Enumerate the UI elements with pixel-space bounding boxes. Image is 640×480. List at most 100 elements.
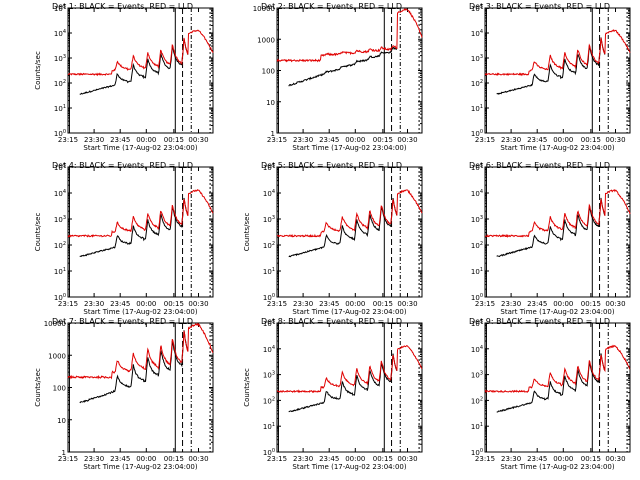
y-tick-label: 10000 xyxy=(253,5,275,13)
panel-title: Det 6: BLACK = Events, RED = LLD xyxy=(469,161,610,170)
y-tick-label: 103 xyxy=(263,215,275,224)
panel-title: Det 4: BLACK = Events, RED = LLD xyxy=(52,161,193,170)
plot-frame xyxy=(484,7,631,134)
y-tick-label: 101 xyxy=(471,104,483,113)
panel-det-2: Det 2: BLACK = Events, RED = LLD 1 10 100 10… xyxy=(253,2,423,152)
y-tick-label: 103 xyxy=(471,371,483,380)
x-tick-label: 00:15 xyxy=(373,455,393,463)
x-tick-label: 23:15 xyxy=(475,300,495,308)
x-axis-label: Start Time (17-Aug-02 23:04:00) xyxy=(500,463,614,471)
x-tick-label: 00:15 xyxy=(164,455,184,463)
y-tick-label: 101 xyxy=(471,422,483,431)
x-tick-label: 00:30 xyxy=(188,300,208,308)
y-tick-label: 102 xyxy=(471,241,483,250)
x-tick-label: 00:30 xyxy=(605,300,625,308)
x-tick-label: 23:45 xyxy=(319,455,339,463)
y-tick-label: 103 xyxy=(471,215,483,224)
x-axis-label: Start Time (17-Aug-02 23:04:00) xyxy=(500,308,614,316)
y-axis-label: Counts/sec xyxy=(34,51,42,90)
y-tick-label: 102 xyxy=(54,79,66,88)
y-tick-label: 104 xyxy=(263,189,275,198)
y-tick-label: 104 xyxy=(471,29,483,38)
panel-det-8: Det 8: BLACK = Events, RED = LLD 100 101 10… xyxy=(243,317,423,471)
y-tick-label: 100 xyxy=(471,293,483,302)
plot-frame xyxy=(67,166,214,298)
series-lld-line xyxy=(67,322,214,380)
x-tick-label: 23:30 xyxy=(293,455,313,463)
x-tick-label: 00:00 xyxy=(136,300,156,308)
panel-det-9: Det 9: BLACK = Events, RED = LLD 100 101 10… xyxy=(469,317,631,471)
x-tick-label: 23:45 xyxy=(319,300,339,308)
y-axis-label: Counts/sec xyxy=(34,368,42,407)
panel-title: Det 1: BLACK = Events, RED = LLD xyxy=(52,2,193,11)
x-axis-label: Start Time (17-Aug-02 23:04:00) xyxy=(83,144,197,152)
panel-det-1: Det 1: BLACK = Events, RED = LLD 100 101 10… xyxy=(34,2,214,152)
series-lld-line xyxy=(67,189,214,238)
panel-det-7: Det 7: BLACK = Events, RED = LLD 1 10 100 10… xyxy=(34,317,214,471)
y-tick-label: 104 xyxy=(263,345,275,354)
y-tick-label: 10 xyxy=(57,417,66,425)
y-tick-label: 101 xyxy=(263,422,275,431)
y-tick-label: 100 xyxy=(471,129,483,138)
series-events-line xyxy=(496,197,606,258)
y-tick-label: 100 xyxy=(263,293,275,302)
x-tick-label: 00:30 xyxy=(605,136,625,144)
panel-det-4: Det 4: BLACK = Events, RED = LLD 100 101 10… xyxy=(34,161,214,316)
series-events-line xyxy=(288,353,398,413)
x-tick-label: 00:15 xyxy=(581,300,601,308)
x-tick-label: 00:15 xyxy=(373,300,393,308)
y-tick-label: 105 xyxy=(471,319,483,328)
plot-frame xyxy=(67,7,214,134)
plot-frame xyxy=(276,166,423,298)
x-tick-label: 00:15 xyxy=(581,136,601,144)
y-tick-label: 100 xyxy=(54,293,66,302)
x-tick-label: 00:00 xyxy=(553,136,573,144)
x-tick-label: 00:30 xyxy=(397,300,417,308)
y-tick-label: 104 xyxy=(471,189,483,198)
x-tick-label: 00:30 xyxy=(188,455,208,463)
series-events-line xyxy=(79,330,189,404)
x-tick-label: 00:00 xyxy=(345,136,365,144)
y-tick-label: 105 xyxy=(54,4,66,13)
series-lld-line xyxy=(484,189,631,239)
y-tick-label: 101 xyxy=(54,104,66,113)
panel-title: Det 8: BLACK = Events, RED = LLD xyxy=(261,317,402,326)
x-tick-label: 00:00 xyxy=(553,455,573,463)
panel-title: Det 3: BLACK = Events, RED = LLD xyxy=(469,2,610,11)
x-axis-label: Start Time (17-Aug-02 23:04:00) xyxy=(292,308,406,316)
y-tick-label: 100 xyxy=(262,68,275,76)
y-tick-label: 1000 xyxy=(257,36,275,44)
x-tick-label: 23:30 xyxy=(84,300,104,308)
x-tick-label: 23:30 xyxy=(501,136,521,144)
x-tick-label: 00:30 xyxy=(188,136,208,144)
y-tick-label: 1 xyxy=(271,130,275,138)
series-events-line xyxy=(288,46,398,87)
y-tick-label: 100 xyxy=(53,385,66,393)
y-axis-label: Counts/sec xyxy=(243,213,251,252)
x-tick-label: 23:15 xyxy=(267,455,287,463)
x-tick-label: 23:45 xyxy=(110,455,130,463)
y-tick-label: 101 xyxy=(263,267,275,276)
x-tick-label: 00:15 xyxy=(164,300,184,308)
y-tick-label: 102 xyxy=(471,79,483,88)
y-tick-label: 100 xyxy=(471,448,483,457)
x-axis-label: Start Time (17-Aug-02 23:04:00) xyxy=(83,463,197,471)
y-tick-label: 10000 xyxy=(44,320,66,328)
series-events-line xyxy=(496,37,606,95)
y-tick-label: 102 xyxy=(54,241,66,250)
x-tick-label: 23:15 xyxy=(267,300,287,308)
y-tick-label: 1 xyxy=(62,449,66,457)
y-tick-label: 103 xyxy=(54,215,66,224)
series-lld-line xyxy=(484,29,631,77)
y-tick-label: 103 xyxy=(471,54,483,63)
series-events-line xyxy=(79,38,189,95)
plot-frame xyxy=(484,166,631,298)
x-tick-label: 00:00 xyxy=(136,455,156,463)
x-tick-label: 23:30 xyxy=(84,455,104,463)
x-tick-label: 23:15 xyxy=(267,136,287,144)
x-axis-label: Start Time (17-Aug-02 23:04:00) xyxy=(83,308,197,316)
x-axis-label: Start Time (17-Aug-02 23:04:00) xyxy=(292,463,406,471)
y-tick-label: 105 xyxy=(54,163,66,172)
x-tick-label: 23:15 xyxy=(475,455,495,463)
